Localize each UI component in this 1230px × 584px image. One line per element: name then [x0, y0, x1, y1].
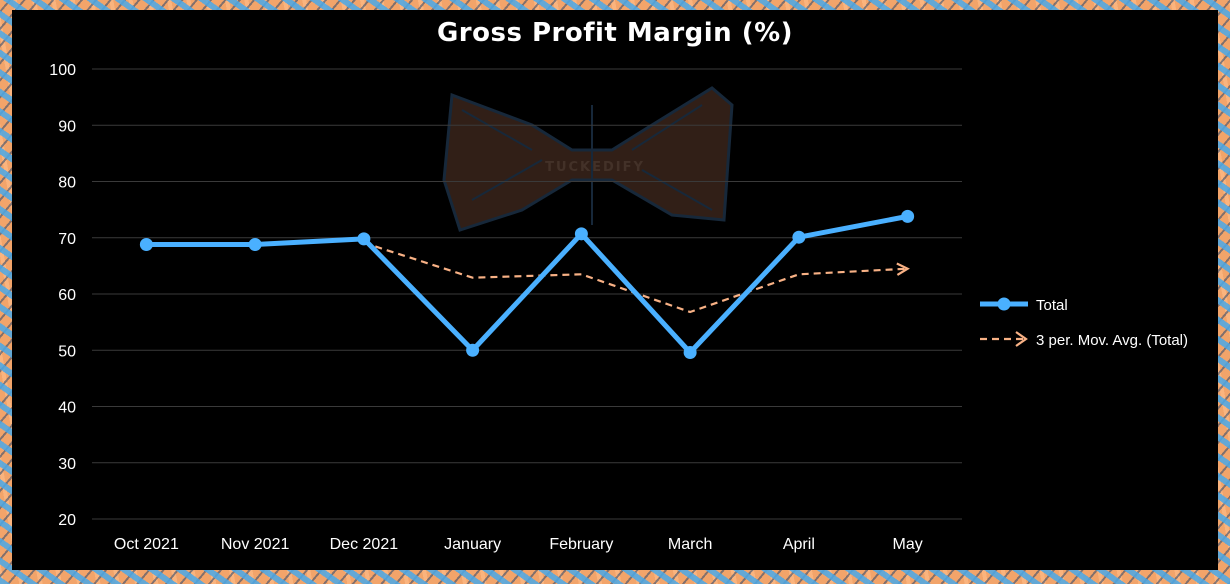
total-data-point: [574, 227, 588, 241]
legend-moving-average-label: 3 per. Mov. Avg. (Total): [1036, 332, 1188, 349]
watermark-text: TUCKEDIFY: [545, 160, 645, 175]
x-tick-label: May: [893, 536, 923, 553]
y-tick-label: 70: [58, 231, 76, 248]
x-tick-label: April: [783, 536, 815, 553]
total-data-point: [792, 230, 806, 244]
total-data-point: [248, 238, 262, 251]
total-series-line: [146, 213, 909, 355]
legend-total-marker: [997, 297, 1011, 311]
bow-tie-watermark-logo: TUCKEDIFY: [442, 86, 734, 232]
y-tick-label: 50: [58, 343, 76, 360]
y-tick-label: 100: [49, 62, 76, 79]
y-tick-label: 30: [58, 456, 76, 473]
moving-average-line: [363, 241, 908, 314]
chart-title: Gross Profit Margin (%): [436, 18, 794, 48]
total-data-point: [466, 343, 480, 357]
moving-average-arrowhead: [896, 262, 910, 276]
total-data-point: [901, 209, 915, 223]
chart-area: Gross Profit Margin (%) TUCKEDIFY 20 30 40…: [12, 10, 1218, 570]
x-tick-label: Nov 2021: [221, 536, 290, 553]
x-tick-label: Dec 2021: [330, 536, 399, 553]
line-chart: TUCKEDIFY 20 30 40 50 60 70 80 90 100 Oct 2021 No…: [49, 62, 1188, 553]
total-data-point: [683, 346, 697, 359]
x-tick-label: Oct 2021: [114, 536, 179, 553]
y-tick-label: 80: [58, 175, 76, 192]
x-tick-label: February: [549, 536, 613, 553]
total-data-point: [357, 232, 371, 246]
x-tick-label: March: [668, 536, 712, 553]
legend-total-label: Total: [1036, 297, 1068, 314]
y-tick-label: 90: [58, 118, 76, 135]
y-tick-label: 20: [58, 512, 76, 529]
legend-moving-average-arrowhead: [1015, 331, 1028, 347]
y-tick-label: 60: [58, 287, 76, 304]
total-data-point: [139, 238, 153, 251]
y-tick-label: 40: [58, 400, 76, 417]
x-tick-label: January: [444, 536, 501, 553]
